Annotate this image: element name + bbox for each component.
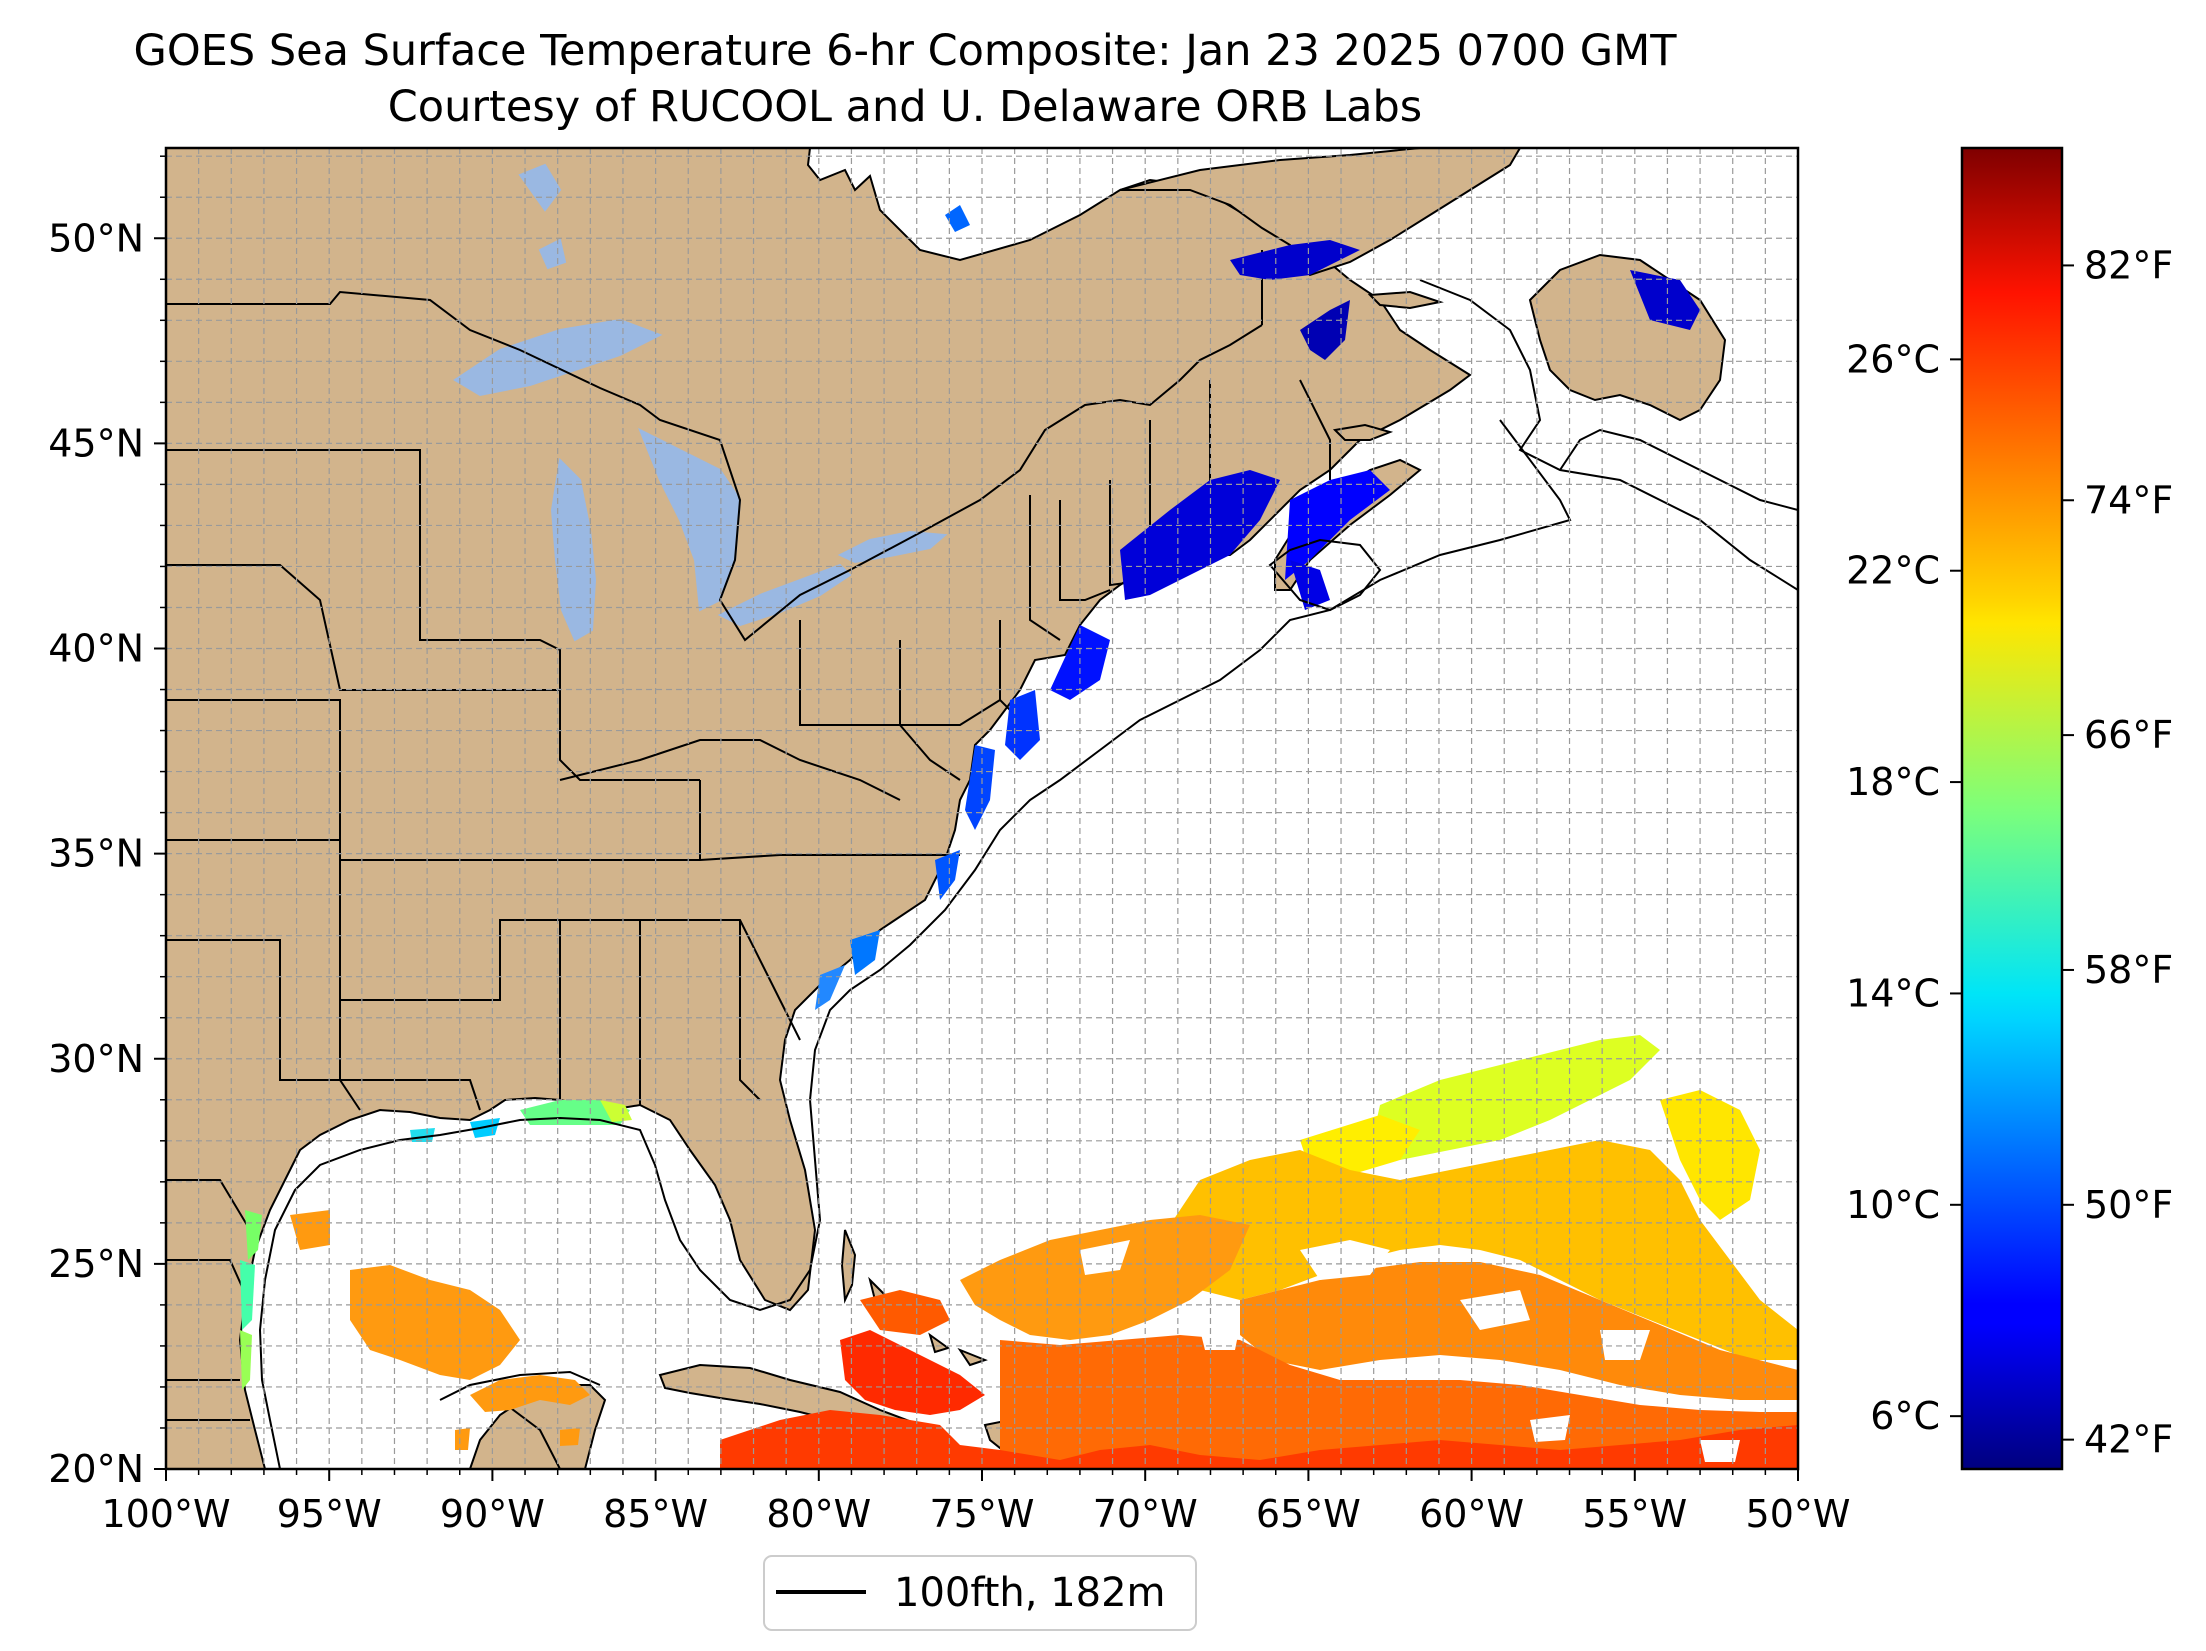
lon-tick-label: 65°W: [1256, 1492, 1361, 1536]
lat-tick-label: 30°N: [48, 1037, 144, 1081]
legend: 100fth, 182m: [763, 1555, 1197, 1631]
fahrenheit-tick-label: 66°F: [2084, 713, 2173, 757]
celsius-tick-label: 14°C: [1846, 971, 1940, 1015]
lon-tick-label: 90°W: [440, 1492, 545, 1536]
lat-tick-label: 45°N: [48, 421, 144, 465]
lon-tick-label: 85°W: [603, 1492, 708, 1536]
celsius-tick-label: 22°C: [1846, 549, 1940, 593]
land-anticosti: [1367, 290, 1444, 310]
isobath-grand-banks: [1559, 428, 1798, 511]
colorbar-fahrenheit-axis: 42°F 50°F 58°F 66°F 74°F 82°F: [2062, 243, 2173, 1462]
longitude-axis: 100°W 95°W 90°W 85°W 80°W 75°W 70°W 65°W 60°W 55°…: [101, 1469, 1850, 1536]
lon-tick-label: 70°W: [1093, 1492, 1198, 1536]
lat-tick-label: 25°N: [48, 1242, 144, 1286]
celsius-tick-label: 18°C: [1846, 760, 1940, 804]
legend-label: 100fth, 182m: [894, 1570, 1166, 1616]
lat-tick-label: 40°N: [48, 627, 144, 671]
map-subtitle: Courtesy of RUCOOL and U. Delaware ORB L…: [387, 82, 1423, 132]
sst-gulf-warm: [290, 1210, 590, 1450]
colorbar-gradient: [1960, 146, 2064, 1471]
isobath-laurentian: [1419, 279, 1798, 591]
land-pei: [1332, 423, 1394, 441]
lake-nipigon: [538, 238, 567, 270]
lake-michigan: [550, 457, 597, 642]
lat-tick-label: 20°N: [48, 1447, 144, 1491]
lat-tick-label: 35°N: [48, 832, 144, 876]
colorbar: 6°C 10°C 14°C 18°C 22°C 26°C 42°F 50°F 58°F 66°F…: [1846, 146, 2173, 1471]
fahrenheit-tick-label: 42°F: [2084, 1418, 2173, 1462]
latitude-axis: 20°N 25°N 30°N 35°N 40°N 45°N 50°N: [48, 155, 166, 1491]
celsius-tick-label: 6°C: [1870, 1394, 1940, 1438]
lon-tick-label: 60°W: [1419, 1492, 1524, 1536]
fahrenheit-tick-label: 82°F: [2084, 243, 2173, 287]
fahrenheit-tick-label: 58°F: [2084, 948, 2173, 992]
lon-tick-label: 100°W: [101, 1492, 230, 1536]
lon-tick-label: 55°W: [1582, 1492, 1687, 1536]
lake-superior: [453, 318, 663, 397]
colorbar-celsius-axis: 6°C 10°C 14°C 18°C 22°C 26°C: [1846, 337, 1962, 1438]
lon-tick-label: 95°W: [277, 1492, 382, 1536]
map-title: GOES Sea Surface Temperature 6-hr Compos…: [133, 26, 1677, 76]
legend-box: [763, 1555, 1197, 1631]
graticule: [166, 148, 1798, 1469]
isobath-100fth: [258, 419, 1572, 1469]
lon-tick-label: 50°W: [1746, 1492, 1851, 1536]
isobath-gulf-of-maine: [1268, 538, 1382, 612]
lon-tick-label: 80°W: [766, 1492, 871, 1536]
fahrenheit-tick-label: 50°F: [2084, 1183, 2173, 1227]
lon-tick-label: 75°W: [930, 1492, 1035, 1536]
lat-tick-label: 50°N: [48, 216, 144, 260]
celsius-tick-label: 10°C: [1846, 1183, 1940, 1227]
lake-winnipeg-edge: [518, 163, 562, 212]
fahrenheit-tick-label: 74°F: [2084, 478, 2173, 522]
great-lakes: [453, 163, 948, 642]
celsius-tick-label: 26°C: [1846, 337, 1940, 381]
